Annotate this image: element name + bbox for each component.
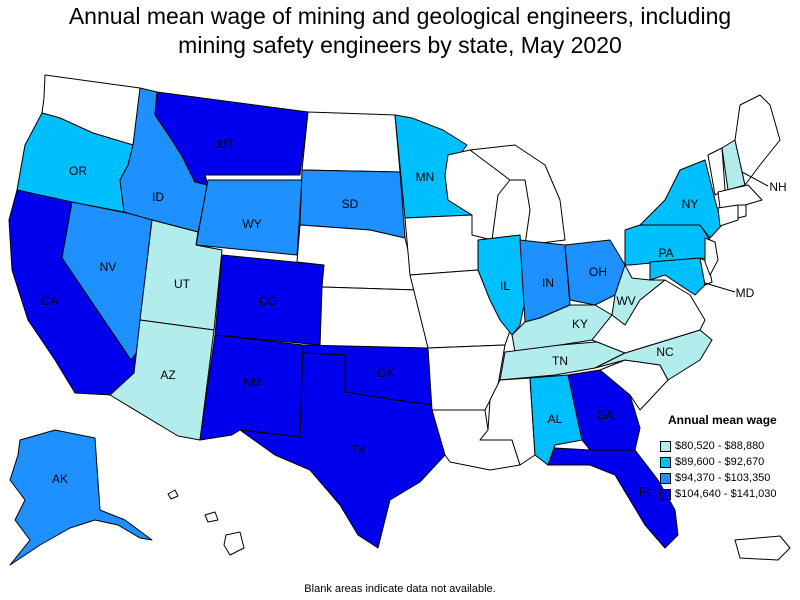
legend-swatch-2: [660, 456, 671, 468]
state-label-co: CO: [259, 294, 277, 308]
callout-line-md: [704, 282, 736, 293]
state-label-al: AL: [548, 412, 563, 426]
state-ny[interactable]: [639, 159, 723, 239]
state-label-fl: FL: [639, 485, 653, 499]
legend-label-1: $80,520 - $88,880: [675, 440, 765, 452]
state-label-ca: CA: [42, 294, 59, 308]
footnote: Blank areas indicate data not available.: [304, 583, 496, 595]
state-label-nc: NC: [656, 345, 674, 359]
state-label-ny: NY: [682, 197, 699, 211]
legend-swatch-3: [660, 472, 671, 484]
state-label-ak: AK: [52, 472, 68, 486]
state-ct[interactable]: [717, 204, 739, 227]
state-label-nm: NM: [243, 375, 262, 389]
legend-swatch-4: [660, 488, 671, 500]
state-label-md: MD: [736, 286, 755, 300]
state-label-nv: NV: [100, 260, 117, 274]
state-label-wy: WY: [242, 217, 261, 231]
legend-title: Annual mean wage: [668, 413, 777, 427]
state-me[interactable]: [734, 94, 781, 186]
state-az[interactable]: [109, 319, 215, 441]
legend-label-4: $104,640 - $141,030: [675, 488, 777, 500]
legend-row-4: $104,640 - $141,030: [660, 486, 800, 502]
state-label-in: IN: [542, 276, 554, 290]
legend-row-1: $80,520 - $88,880: [660, 438, 800, 454]
state-label-mn: MN: [416, 170, 435, 184]
state-labels: OR CA ID NV MT WY UT AZ CO NM SD OK TX MN IL IN OH KY TN AL…: [42, 137, 787, 499]
state-wy[interactable]: [195, 179, 303, 256]
legend-row-2: $89,600 - $92,670: [660, 454, 800, 470]
state-label-il: IL: [500, 279, 510, 293]
map-title: Annual mean wage of mining and geologica…: [0, 2, 800, 60]
state-label-az: AZ: [160, 368, 175, 382]
state-label-nh: NH: [769, 180, 786, 194]
callout-line-nh: [741, 171, 769, 187]
state-fl[interactable]: [547, 447, 679, 549]
state-ak[interactable]: [9, 429, 153, 566]
state-nd[interactable]: [301, 111, 401, 173]
state-label-id: ID: [152, 190, 164, 204]
legend-swatch-1: [660, 440, 671, 452]
legend-row-3: $94,370 - $103,350: [660, 470, 800, 486]
legend-label-2: $89,600 - $92,670: [675, 456, 765, 468]
state-label-wv: WV: [616, 294, 635, 308]
territory-pr[interactable]: [734, 535, 791, 561]
state-label-tx: TX: [350, 443, 365, 457]
map-legend: Annual mean wage $80,520 - $88,880 $89,6…: [660, 413, 800, 502]
state-mt[interactable]: [154, 91, 309, 186]
state-ma[interactable]: [717, 184, 763, 209]
state-nj[interactable]: [704, 237, 719, 276]
title-line-2: mining safety engineers by state, May 20…: [178, 32, 622, 58]
state-ks[interactable]: [319, 286, 429, 349]
state-label-sd: SD: [342, 197, 359, 211]
state-label-pa: PA: [658, 246, 673, 260]
title-line-1: Annual mean wage of mining and geologica…: [68, 3, 732, 29]
state-label-tn: TN: [552, 354, 568, 368]
state-label-ut: UT: [174, 277, 191, 291]
state-label-ky: KY: [572, 317, 588, 331]
state-label-or: OR: [69, 164, 87, 178]
legend-label-3: $94,370 - $103,350: [675, 472, 771, 484]
state-label-oh: OH: [589, 265, 607, 279]
state-ri[interactable]: [737, 204, 747, 219]
state-label-ga: GA: [596, 408, 613, 422]
state-label-mt: MT: [217, 137, 235, 151]
state-label-ok: OK: [377, 366, 394, 380]
state-tx[interactable]: [239, 352, 446, 549]
state-hi[interactable]: [167, 489, 245, 556]
